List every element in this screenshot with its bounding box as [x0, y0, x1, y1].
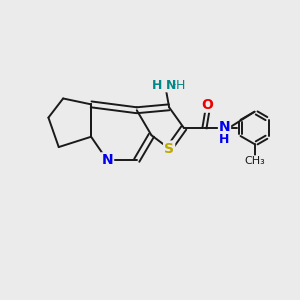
Text: S: S — [164, 142, 174, 155]
Text: CH₃: CH₃ — [244, 156, 265, 166]
Text: O: O — [202, 98, 213, 112]
Text: H: H — [219, 133, 230, 146]
Text: N: N — [165, 79, 176, 92]
Text: ·H: ·H — [173, 79, 186, 92]
Text: H: H — [152, 79, 162, 92]
Text: N: N — [101, 153, 113, 167]
Text: N: N — [219, 120, 230, 134]
